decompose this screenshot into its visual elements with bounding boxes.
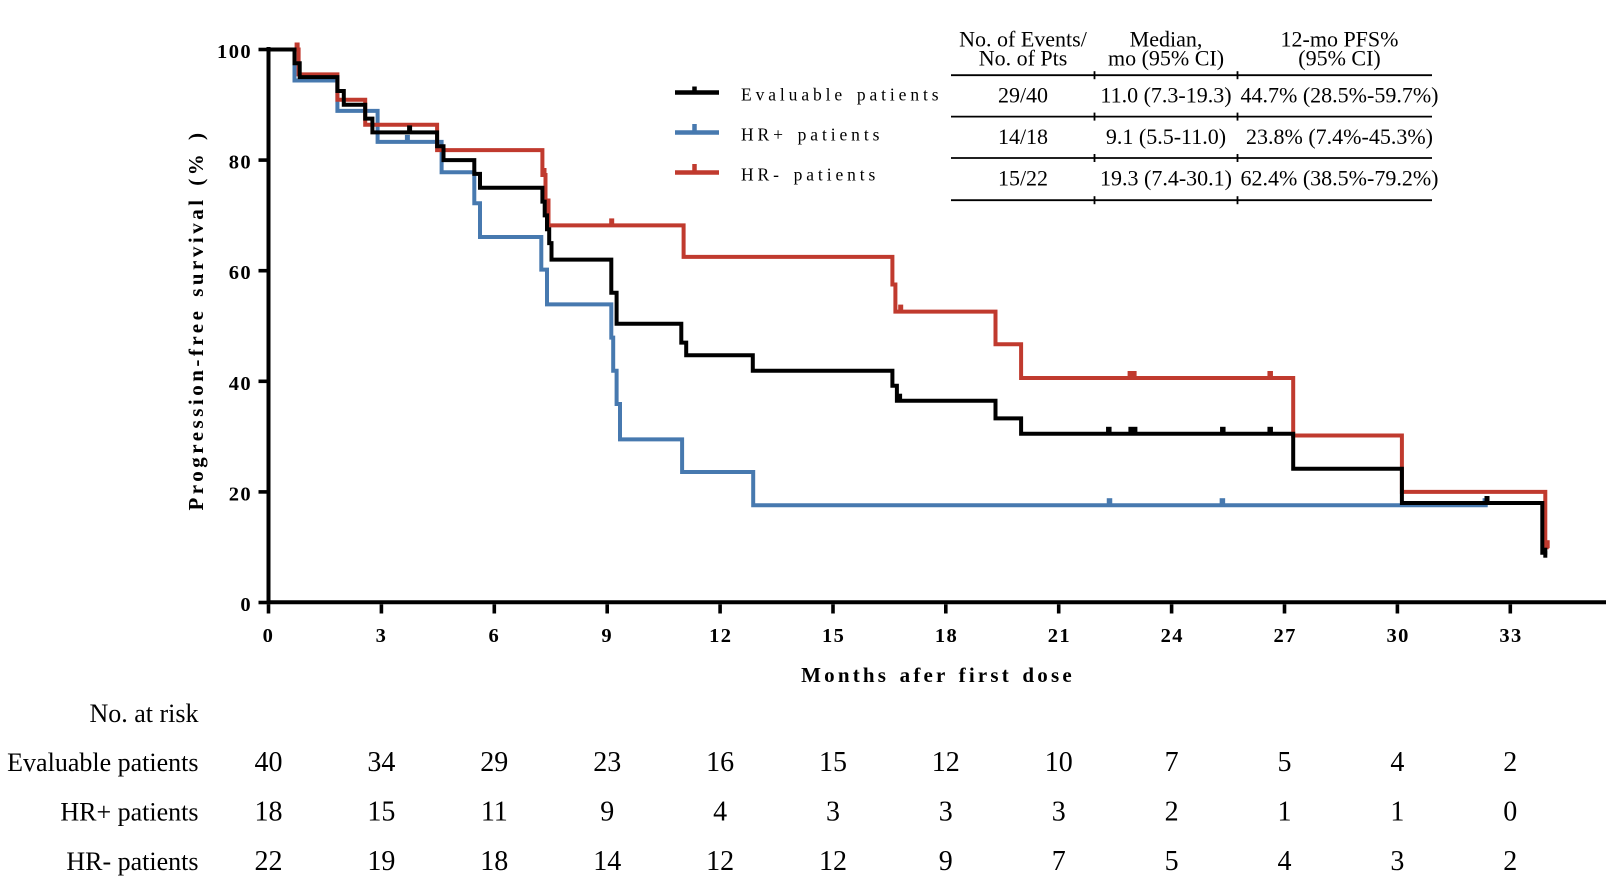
svg-text:7: 7 [1052, 846, 1066, 877]
svg-text:HR+ patients: HR+ patients [60, 798, 198, 827]
svg-text:40: 40 [229, 373, 252, 395]
svg-text:5: 5 [1278, 747, 1292, 778]
svg-text:29/40: 29/40 [998, 83, 1048, 108]
svg-text:2: 2 [1503, 747, 1517, 778]
svg-text:3: 3 [1052, 797, 1066, 828]
svg-text:12-mo PFS%: 12-mo PFS% [1281, 27, 1399, 52]
svg-text:12: 12 [819, 846, 847, 877]
svg-text:15: 15 [822, 625, 845, 647]
svg-text:30: 30 [1386, 625, 1409, 647]
svg-text:Evaluable patients: Evaluable patients [7, 748, 198, 777]
svg-text:11.0 (7.3-19.3): 11.0 (7.3-19.3) [1100, 83, 1231, 108]
svg-text:No. of Events/: No. of Events/ [959, 27, 1088, 52]
svg-text:3: 3 [376, 625, 388, 647]
svg-text:6: 6 [488, 625, 500, 647]
svg-text:15: 15 [819, 747, 847, 778]
svg-text:18: 18 [935, 625, 958, 647]
svg-text:0: 0 [263, 625, 275, 647]
svg-text:1: 1 [1278, 797, 1292, 828]
svg-text:4: 4 [1278, 846, 1292, 877]
svg-text:27: 27 [1274, 625, 1297, 647]
svg-text:9.1 (5.5-11.0): 9.1 (5.5-11.0) [1106, 124, 1226, 149]
svg-text:19: 19 [367, 846, 395, 877]
svg-text:No. of Pts: No. of Pts [979, 46, 1068, 71]
svg-text:12: 12 [706, 846, 734, 877]
svg-text:14: 14 [593, 846, 621, 877]
svg-text:24: 24 [1161, 625, 1184, 647]
svg-text:21: 21 [1048, 625, 1071, 647]
svg-text:4: 4 [1390, 747, 1404, 778]
svg-text:3: 3 [939, 797, 953, 828]
svg-text:3: 3 [1390, 846, 1404, 877]
svg-text:62.4% (38.5%-79.2%): 62.4% (38.5%-79.2%) [1241, 166, 1439, 191]
svg-text:12: 12 [932, 747, 960, 778]
svg-text:3: 3 [826, 797, 840, 828]
svg-text:(95% CI): (95% CI) [1298, 46, 1380, 71]
svg-text:23.8% (7.4%-45.3%): 23.8% (7.4%-45.3%) [1246, 124, 1433, 149]
svg-text:9: 9 [601, 625, 613, 647]
svg-text:2: 2 [1503, 846, 1517, 877]
svg-text:14/18: 14/18 [998, 124, 1048, 149]
svg-text:15: 15 [367, 797, 395, 828]
svg-text:60: 60 [229, 262, 252, 284]
svg-text:HR- patients: HR- patients [741, 165, 879, 185]
svg-text:34: 34 [367, 747, 395, 778]
svg-text:18: 18 [255, 797, 283, 828]
svg-text:15/22: 15/22 [998, 166, 1048, 191]
svg-text:22: 22 [255, 846, 283, 877]
svg-text:2: 2 [1165, 797, 1179, 828]
svg-text:mo (95% CI): mo (95% CI) [1108, 46, 1224, 71]
svg-text:HR+ patients: HR+ patients [741, 125, 883, 145]
svg-text:12: 12 [709, 625, 732, 647]
svg-text:100: 100 [217, 41, 252, 63]
svg-text:No. at risk: No. at risk [89, 699, 198, 728]
svg-text:5: 5 [1165, 846, 1179, 877]
svg-text:18: 18 [480, 846, 508, 877]
svg-text:Progression-free survival (% ): Progression-free survival (% ) [184, 129, 208, 510]
svg-text:19.3 (7.4-30.1): 19.3 (7.4-30.1) [1100, 166, 1232, 191]
svg-text:0: 0 [240, 594, 252, 616]
svg-text:Months afer first dose: Months afer first dose [801, 663, 1075, 687]
svg-text:Evaluable patients: Evaluable patients [741, 85, 942, 105]
svg-text:Median,: Median, [1130, 27, 1203, 52]
svg-text:9: 9 [939, 846, 953, 877]
svg-text:HR- patients: HR- patients [66, 847, 198, 876]
svg-text:20: 20 [229, 483, 252, 505]
svg-text:33: 33 [1499, 625, 1522, 647]
svg-text:0: 0 [1503, 797, 1517, 828]
svg-text:4: 4 [713, 797, 727, 828]
svg-text:44.7% (28.5%-59.7%): 44.7% (28.5%-59.7%) [1241, 83, 1439, 108]
svg-text:16: 16 [706, 747, 734, 778]
svg-text:23: 23 [593, 747, 621, 778]
svg-text:1: 1 [1390, 797, 1404, 828]
svg-text:10: 10 [1045, 747, 1073, 778]
svg-text:7: 7 [1165, 747, 1179, 778]
svg-text:9: 9 [600, 797, 614, 828]
svg-text:40: 40 [255, 747, 283, 778]
svg-text:11: 11 [481, 797, 508, 828]
svg-text:29: 29 [480, 747, 508, 778]
svg-text:80: 80 [229, 152, 252, 174]
